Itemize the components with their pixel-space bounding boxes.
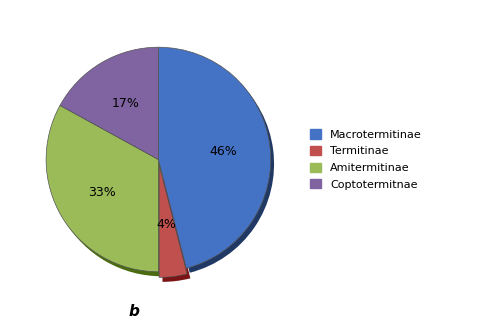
Wedge shape	[162, 170, 191, 282]
Text: b: b	[129, 304, 140, 319]
Text: 46%: 46%	[209, 145, 237, 158]
Wedge shape	[162, 52, 274, 273]
Wedge shape	[46, 105, 158, 272]
Wedge shape	[60, 47, 158, 160]
Text: 4%: 4%	[156, 218, 177, 231]
Legend: Macrotermitinae, Termitinae, Amitermitinae, Coptotermitnae: Macrotermitinae, Termitinae, Amitermitin…	[310, 130, 421, 189]
Text: 17%: 17%	[111, 97, 139, 110]
Wedge shape	[158, 47, 271, 268]
Wedge shape	[63, 52, 162, 164]
Wedge shape	[49, 110, 162, 276]
Wedge shape	[159, 165, 187, 277]
Text: 33%: 33%	[88, 186, 116, 199]
